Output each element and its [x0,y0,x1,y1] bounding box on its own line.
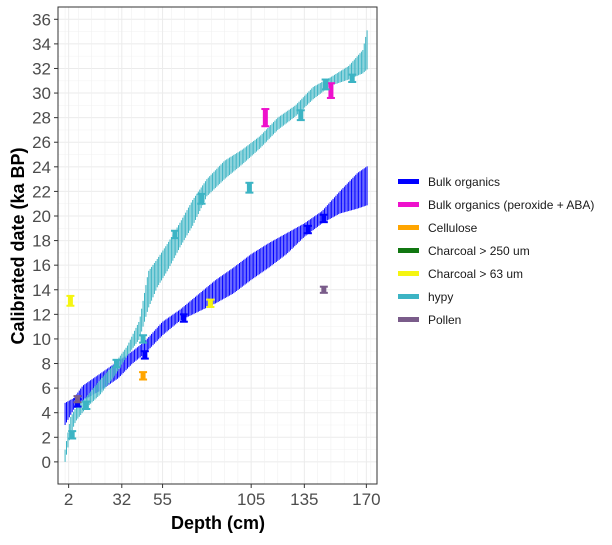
sample-hypy [197,192,206,205]
sample-pollen [319,285,328,294]
legend: Bulk organics Bulk organics (peroxide + A… [398,170,594,331]
legend-swatch [398,271,419,276]
sample-bulk-organics [303,224,312,235]
sample-bulk-organics [319,213,328,224]
y-tick-label: 34 [32,35,51,54]
sample-charcoal-63-um [66,294,75,307]
x-tick-label: 32 [112,490,131,509]
y-tick-label: 10 [32,330,51,349]
sample-bulk-organics [179,313,188,323]
sample-hypy [245,181,254,194]
sample-hypy [139,334,148,344]
legend-label: Cellulose [428,220,478,235]
sample-bulk-organics-peroxide-aba- [261,108,270,128]
y-tick-label: 30 [32,84,51,103]
sample-hypy [296,109,305,122]
y-tick-label: 28 [32,109,51,128]
y-tick-label: 16 [32,256,51,275]
sample-cellulose [139,371,148,381]
legend-label: Charcoal > 63 um [428,266,524,281]
legend-item: Bulk organics [398,170,594,193]
y-tick-label: 14 [32,281,51,300]
legend-item: Bulk organics (peroxide + ABA) [398,193,594,216]
sample-hypy [68,430,77,440]
x-tick-label: 55 [153,490,172,509]
legend-label: hypy [428,289,454,304]
sample-pollen [73,395,82,404]
y-tick-label: 26 [32,133,51,152]
legend-swatch [398,317,419,322]
y-tick-label: 4 [42,404,51,423]
y-tick-label: 12 [32,305,51,324]
legend-label: Pollen [428,312,462,327]
sample-hypy [82,400,91,411]
sample-hypy [112,358,121,369]
legend-label: Bulk organics (peroxide + ABA) [428,197,595,212]
legend-item: Cellulose [398,216,594,239]
legend-item: hypy [398,285,594,308]
y-tick-label: 20 [32,207,51,226]
legend-item: Pollen [398,308,594,331]
legend-swatch [398,248,419,253]
x-tick-label: 135 [290,490,318,509]
x-tick-label: 2 [64,490,73,509]
envelope-hypy [64,30,368,462]
legend-items: Bulk organics Bulk organics (peroxide + A… [398,170,594,331]
y-tick-label: 8 [42,355,51,374]
legend-swatch [398,202,419,207]
y-tick-label: 0 [42,453,51,472]
legend-swatch [398,225,419,230]
legend-swatch [398,179,419,184]
sample-hypy [348,73,357,83]
dated-samples-layer [66,73,357,440]
y-tick-label: 18 [32,232,51,251]
sample-hypy [321,78,330,91]
legend-label: Charcoal > 250 um [428,243,530,258]
y-tick-label: 2 [42,428,51,447]
legend-item: Charcoal > 250 um [398,239,594,262]
y-axis-label: Calibrated date (ka BP) [8,147,28,344]
sample-hypy [170,229,179,240]
x-tick-label: 105 [237,490,265,509]
x-tick-label: 170 [352,490,380,509]
legend-item: Charcoal > 63 um [398,262,594,285]
legend-label: Bulk organics [428,174,501,189]
y-tick-label: 32 [32,59,51,78]
sample-bulk-organics [140,350,149,360]
panel-border [57,6,378,485]
y-tick-label: 36 [32,10,51,29]
y-tick-label: 22 [32,182,51,201]
y-tick-label: 24 [32,158,51,177]
y-tick-label: 6 [42,379,51,398]
legend-swatch [398,294,419,299]
sample-bulk-organics-peroxide-aba- [326,82,335,99]
x-axis-label: Depth (cm) [171,513,265,533]
sample-charcoal-63-um [206,298,215,308]
